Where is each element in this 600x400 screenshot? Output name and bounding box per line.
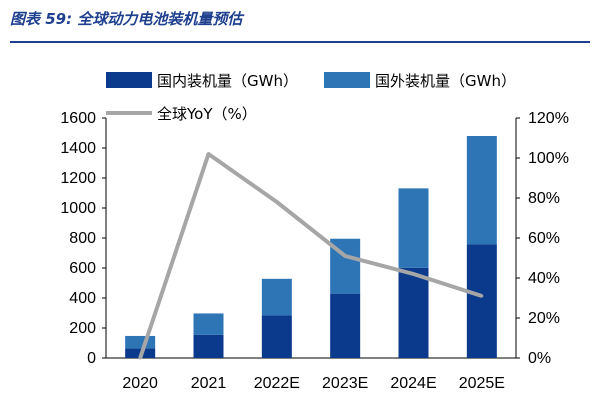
bar-domestic <box>398 267 429 358</box>
bar-domestic <box>193 334 224 358</box>
bar-domestic <box>261 315 292 358</box>
yoy-point <box>480 294 484 298</box>
legend-swatch-domestic <box>106 72 152 88</box>
y2-tick-label: 80% <box>528 190 560 207</box>
yoy-point <box>343 254 347 258</box>
yoy-line <box>138 152 483 359</box>
y2-tick-label: 60% <box>528 230 560 247</box>
legend-label-domestic: 国内装机量（GWh） <box>157 72 298 90</box>
y-tick-label: 200 <box>69 320 96 337</box>
bar-overseas <box>193 313 224 335</box>
x-tick-label: 2022E <box>254 375 300 392</box>
y-tick-label: 1000 <box>60 200 96 217</box>
bar-domestic <box>330 293 361 358</box>
legend-label-overseas: 国外装机量（GWh） <box>375 72 516 90</box>
yoy-point <box>207 152 210 156</box>
y-tick-label: 1400 <box>60 140 96 157</box>
y2-tick-label: 0% <box>528 350 551 367</box>
y-tick-label: 1200 <box>60 170 96 187</box>
figure-title: 图表 59: 全球动力电池装机量预估 <box>10 10 243 28</box>
y-tick-label: 800 <box>69 230 96 247</box>
title-rule <box>10 41 590 43</box>
y-tick-label: 0 <box>87 350 96 367</box>
bar-overseas <box>398 188 429 268</box>
y-tick-label: 1600 <box>60 110 96 127</box>
bar-overseas <box>125 335 156 349</box>
y2-tick-label: 120% <box>528 110 569 127</box>
y-tick-label: 400 <box>69 290 96 307</box>
x-tick-label: 2024E <box>390 375 436 392</box>
bar-overseas <box>261 278 292 316</box>
legend-swatch-overseas <box>324 72 370 88</box>
bar-domestic <box>466 244 497 358</box>
bar-overseas <box>466 136 497 245</box>
y-tick-label: 600 <box>69 260 96 277</box>
y2-tick-label: 20% <box>528 310 560 327</box>
x-tick-label: 2021 <box>191 375 227 392</box>
x-tick-label: 2025E <box>459 375 505 392</box>
y2-tick-label: 100% <box>528 150 569 167</box>
legend-label-yoy: 全球YoY（%） <box>157 105 257 123</box>
yoy-point <box>138 356 142 360</box>
x-tick-label: 2023E <box>322 375 368 392</box>
y2-tick-label: 40% <box>528 270 560 287</box>
yoy-point <box>412 272 415 276</box>
yoy-point <box>275 200 279 204</box>
x-tick-label: 2020 <box>122 375 158 392</box>
